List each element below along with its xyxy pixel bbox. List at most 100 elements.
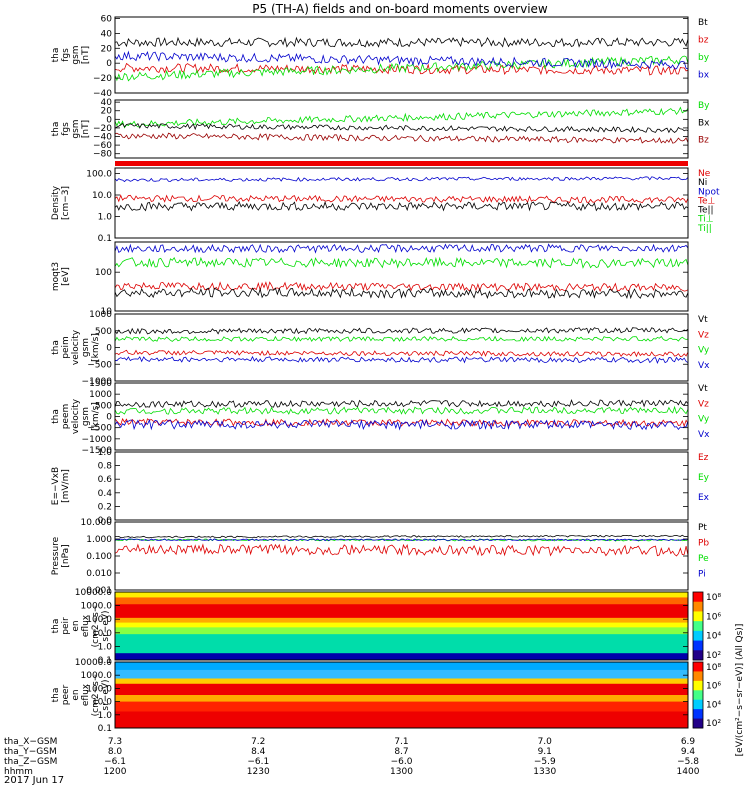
panel-1-legend-Bt: Bt [698, 18, 708, 28]
panel-1-ylabel-0: tha [51, 48, 61, 63]
panel-9-colorbar-seg-3 [693, 621, 703, 632]
panel-5-ylabel-1: peim [61, 336, 71, 359]
panel-10-ytick-label-5: 0.1 [98, 724, 112, 734]
panel-9-colorbar-tick-2: 10⁴ [706, 632, 721, 642]
panel-8-legend-Pi: Pi [698, 570, 706, 580]
panel-10-colorbar-seg-1 [693, 671, 703, 682]
panel-3-legend-Ti⊥: Ti⊥ [697, 215, 714, 225]
x-axis-value-0-3: 7.0 [538, 737, 553, 747]
panel-10-ylabel-2: en [71, 689, 81, 700]
panel-8-ylabel-0: Pressure [51, 536, 61, 575]
x-axis-value-0-0: 7.3 [108, 737, 122, 747]
panel-8-ytick-label-0: 10.000 [81, 518, 113, 528]
panel-3-legend-Te⊥: Te⊥ [697, 196, 716, 206]
panel-8-series-Pi [114, 538, 689, 542]
panel-1-ytick-label-2: 20 [101, 44, 113, 54]
panel-9-frame [114, 591, 689, 661]
panel-2-legend-Bx: Bx [698, 118, 710, 128]
panel-6-ytick-label-6: −1500 [82, 446, 113, 456]
panel-6-ylabel-0: tha [51, 409, 61, 424]
x-axis-value-3-1: 1230 [247, 767, 270, 777]
panel-6-ylabel-2: velocity [71, 398, 81, 434]
panel-1-legend-bx: bx [698, 71, 710, 81]
x-axis-value-3-2: 1300 [390, 767, 413, 777]
panel-9-colorbar-seg-6 [693, 650, 703, 661]
separator-bar [115, 161, 688, 166]
panel-9-ytick-label-1: 1000.0 [81, 602, 113, 612]
panel-1-ytick-label-5: −40 [93, 89, 112, 99]
panel-2-legend-Bz: Bz [698, 136, 709, 146]
panel-1-ylabel-1: fgs [61, 48, 71, 62]
panel-4-ytick-label-0: 100 [95, 268, 112, 278]
panel-7-frame [114, 451, 689, 521]
panel-5-ytick-label-4: −1000 [82, 377, 113, 387]
panel-3-legend-Ne: Ne [698, 169, 711, 179]
panel-5-ylabel-3: gsm [81, 338, 91, 357]
panel-5-ytick-label-3: −500 [87, 360, 112, 370]
panel-3-series-Ni [114, 200, 689, 212]
panel-6-ylabel-4: [km/s] [91, 402, 101, 431]
panel-7-ytick-label-2: 0.6 [98, 475, 113, 485]
panel-4-ytick-label-1: 10 [101, 307, 113, 317]
panel-7-ytick-label-4: 0.2 [98, 502, 112, 512]
panel-9-colorbar-frame [692, 591, 704, 661]
panel-5-ytick-label-2: 0 [106, 344, 112, 354]
panel-4-frame [114, 241, 689, 312]
panel-6-series-Vx [114, 418, 689, 431]
panel-6-series-Vt [114, 399, 689, 409]
panel-5-ytick-label-1: 500 [95, 327, 112, 337]
panel-10-band-0 [115, 662, 688, 671]
panel-6-ytick-label-1: 1000 [89, 390, 112, 400]
panel-9-ylabel-4: (cm2−s− [91, 605, 101, 648]
panel-4-ylabel-0: moqt3 [51, 262, 61, 291]
panel-4-series-Te2 [114, 286, 689, 300]
panel-7-ylabel-1: [mV/m] [61, 469, 71, 503]
panel-6-ytick-label-0: 1500 [89, 379, 112, 389]
x-axis-row-name-0: tha_X−GSM [4, 737, 57, 747]
panel-9-colorbar-seg-1 [693, 601, 703, 612]
panel-2-ytick-label-0: 40 [101, 98, 113, 108]
panel-1-legend-by: by [698, 53, 710, 63]
panel-10-band-2 [115, 678, 688, 685]
panel-9-colorbar-seg-2 [693, 611, 703, 622]
panel-9-colorbar-tick-0: 10⁸ [706, 593, 721, 603]
panel-8-series-Pb [114, 543, 689, 557]
panel-6-ylabel-1: peem [61, 404, 71, 430]
panel-9-ytick-label-2: 100.0 [86, 615, 112, 625]
panel-10-ylabel-1: peer [61, 684, 71, 705]
x-axis-value-3-3: 1330 [533, 767, 556, 777]
panel-9-band-6 [115, 634, 688, 654]
panel-3-ylabel-1: [cm−3] [61, 186, 71, 220]
panel-1-series-Bt [114, 36, 689, 48]
panel-10-colorbar-seg-4 [693, 699, 703, 710]
panel-2-ytick-label-1: 20 [101, 107, 113, 117]
panel-9-ytick-label-3: 10.0 [92, 629, 112, 639]
panel-10-band-1 [115, 669, 688, 679]
panel-5-series-Vx [114, 355, 689, 364]
x-axis-value-0-1: 7.2 [251, 737, 265, 747]
panel-9-colorbar-seg-0 [693, 592, 703, 603]
x-axis-value-2-2: −6.0 [391, 757, 413, 767]
x-axis-row-name-3: hhmm [4, 767, 33, 777]
panel-6-ytick-label-5: −1000 [82, 435, 113, 445]
panel-8-legend-Pt: Pt [698, 523, 707, 533]
panel-1-series-bz [114, 62, 689, 76]
figure-title: P5 (TH-A) fields and on-board moments ov… [252, 2, 548, 16]
panel-10-band-6 [115, 711, 688, 729]
panel-8-ytick-label-1: 1.000 [86, 535, 112, 545]
panel-7-ylabel-0: E=−VxB [51, 467, 61, 505]
panel-9-ylabel-2: en [71, 620, 81, 631]
panel-1-ylabel-3: [nT] [81, 46, 91, 64]
x-axis-value-1-0: 8.0 [108, 747, 123, 757]
panel-10-ytick-label-4: 1.0 [98, 711, 113, 721]
panel-9-colorbar-tick-3: 10² [706, 651, 721, 661]
panel-5-legend-Vx: Vx [698, 361, 710, 371]
panel-9-band-7 [115, 653, 688, 661]
panel-6-frame [114, 382, 689, 451]
panel-10-colorbar-frame [692, 661, 704, 729]
panel-1-frame [114, 16, 689, 94]
panel-7-ytick-label-3: 0.4 [98, 489, 113, 499]
panel-1-ytick-label-3: 0 [106, 59, 112, 69]
panel-6-legend-Vt: Vt [698, 384, 708, 394]
